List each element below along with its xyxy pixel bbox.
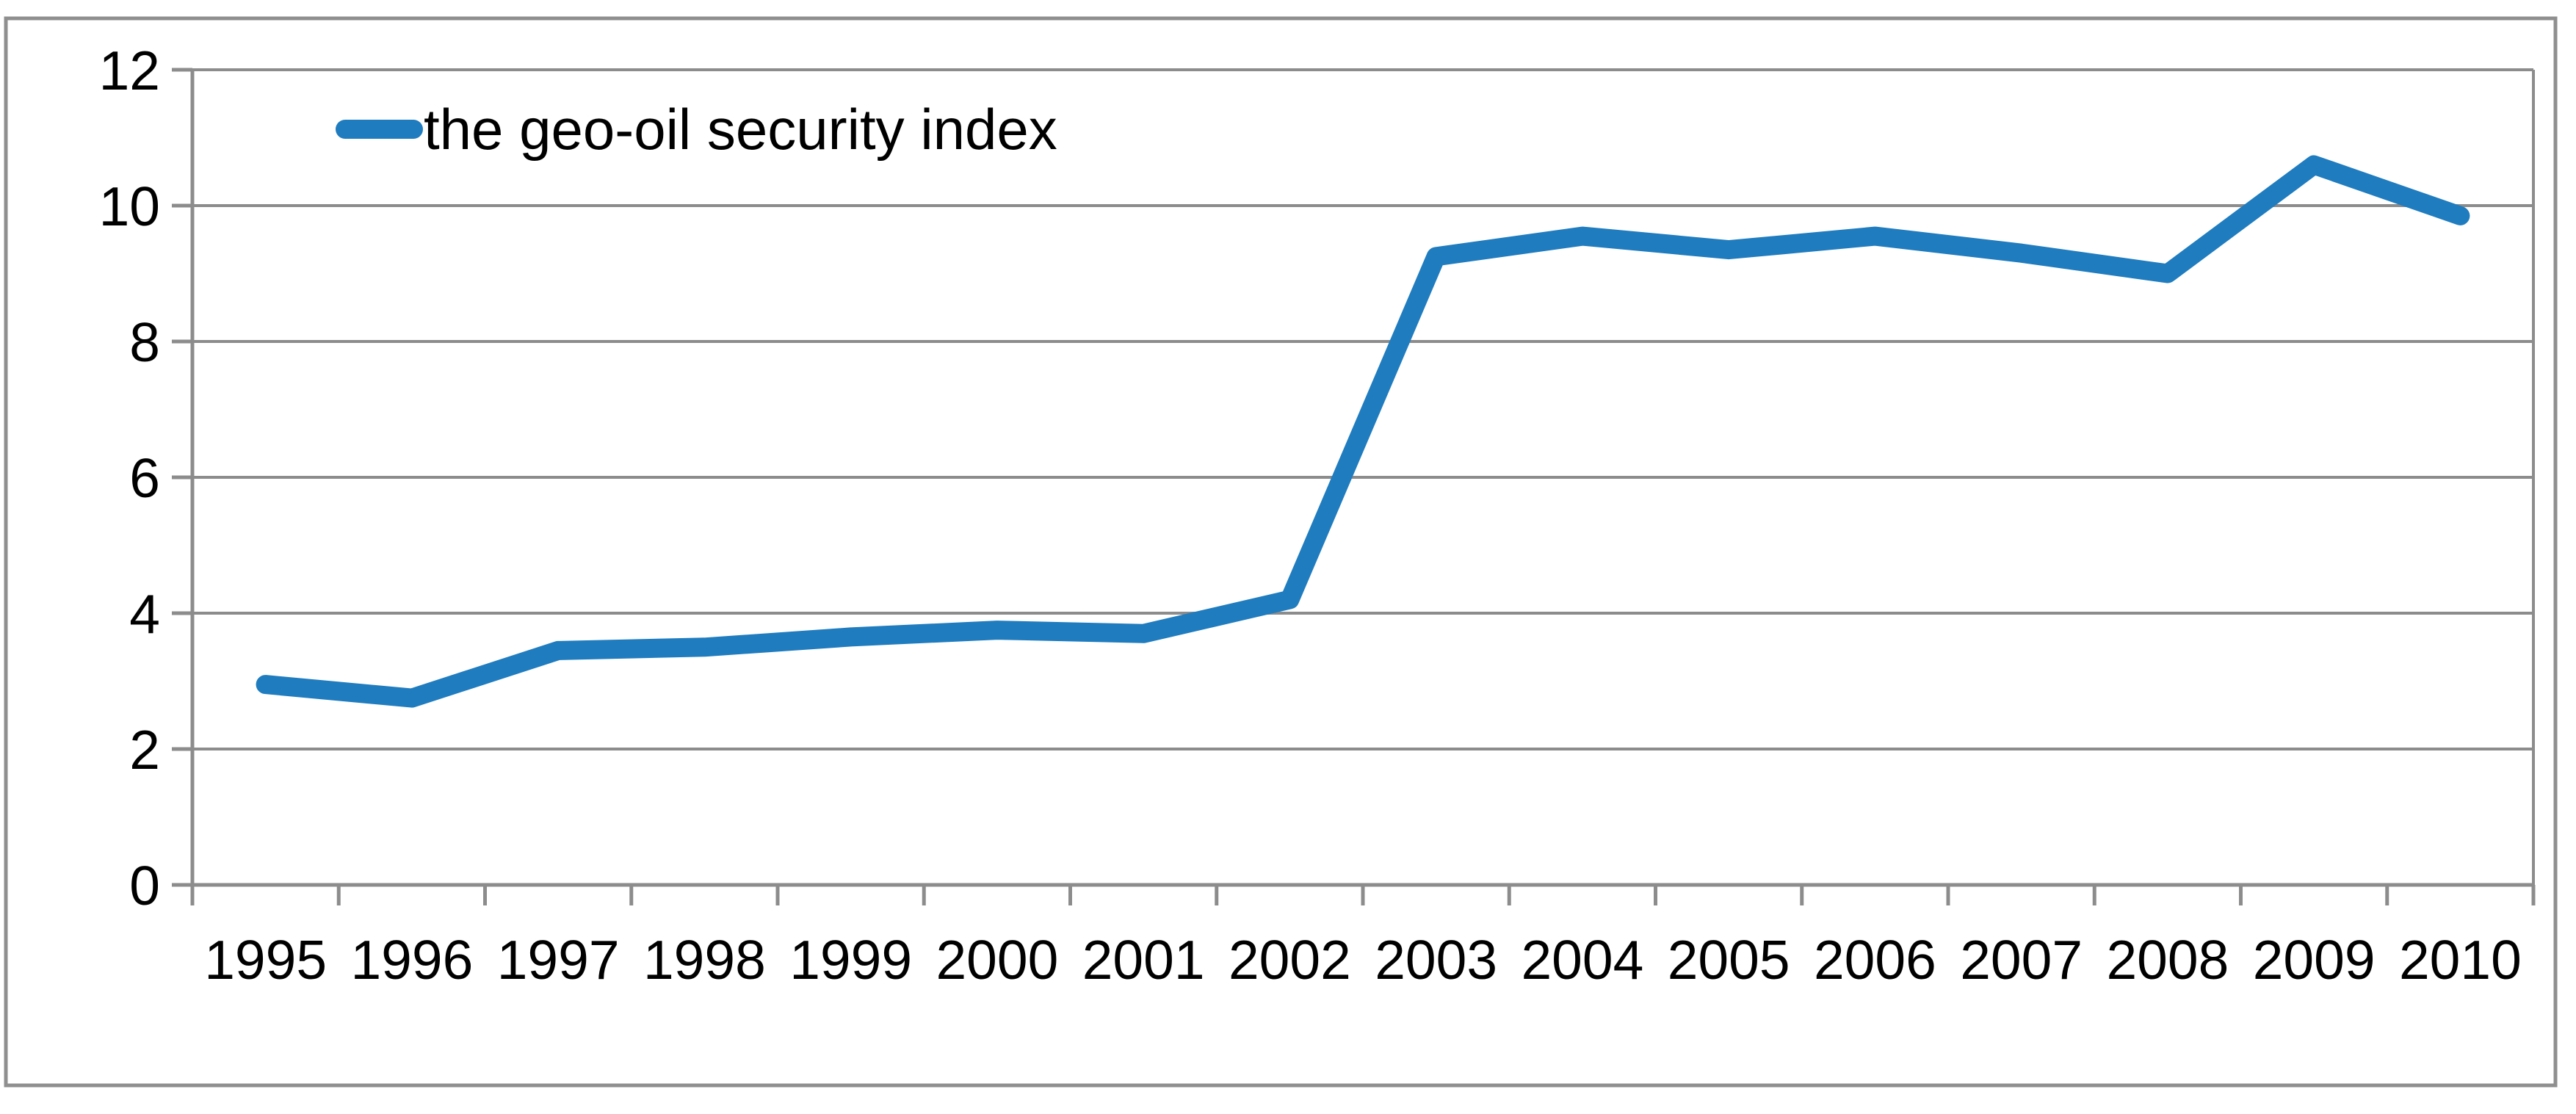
x-tick-label-2007: 2007 <box>1960 929 2083 991</box>
x-tick-label-1995: 1995 <box>204 929 327 991</box>
legend-label: the geo-oil security index <box>424 97 1057 162</box>
y-tick-label-10: 10 <box>99 176 160 237</box>
y-tick-label-0: 0 <box>129 855 160 916</box>
x-tick-label-2004: 2004 <box>1521 929 1643 991</box>
x-tick-label-2006: 2006 <box>1814 929 1936 991</box>
series-layer <box>256 155 2470 708</box>
x-tick-label-2001: 2001 <box>1082 929 1205 991</box>
x-tick-label-2009: 2009 <box>2253 929 2376 991</box>
x-tick-label-1999: 1999 <box>789 929 912 991</box>
legend: the geo-oil security index <box>336 97 1057 162</box>
gridline-layer <box>192 68 2533 750</box>
x-tick-label-1997: 1997 <box>497 929 620 991</box>
x-tick-label-1998: 1998 <box>643 929 766 991</box>
y-tick-label-12: 12 <box>99 40 160 101</box>
y-tick-label-4: 4 <box>129 583 160 645</box>
x-tick-label-1996: 1996 <box>350 929 473 991</box>
x-tick-label-2005: 2005 <box>1668 929 1790 991</box>
series-line-geo-oil-security-index <box>256 155 2470 708</box>
x-tick-label-2008: 2008 <box>2106 929 2229 991</box>
y-tick-label-6: 6 <box>129 447 160 509</box>
x-tick-label-2010: 2010 <box>2399 929 2522 991</box>
y-tick-label-2: 2 <box>129 719 160 781</box>
axes-layer <box>172 68 2536 905</box>
tick-label-layer: 0 2 4 6 8 10 12 1995 1996 1997 1998 1999 2000 2001 200… <box>99 40 2522 991</box>
x-tick-label-2003: 2003 <box>1375 929 1497 991</box>
x-tick-label-2000: 2000 <box>936 929 1058 991</box>
chart-border <box>4 16 2558 1088</box>
y-tick-label-8: 8 <box>129 311 160 373</box>
chart-border-layer <box>4 16 2558 1088</box>
x-tick-label-2002: 2002 <box>1229 929 1351 991</box>
